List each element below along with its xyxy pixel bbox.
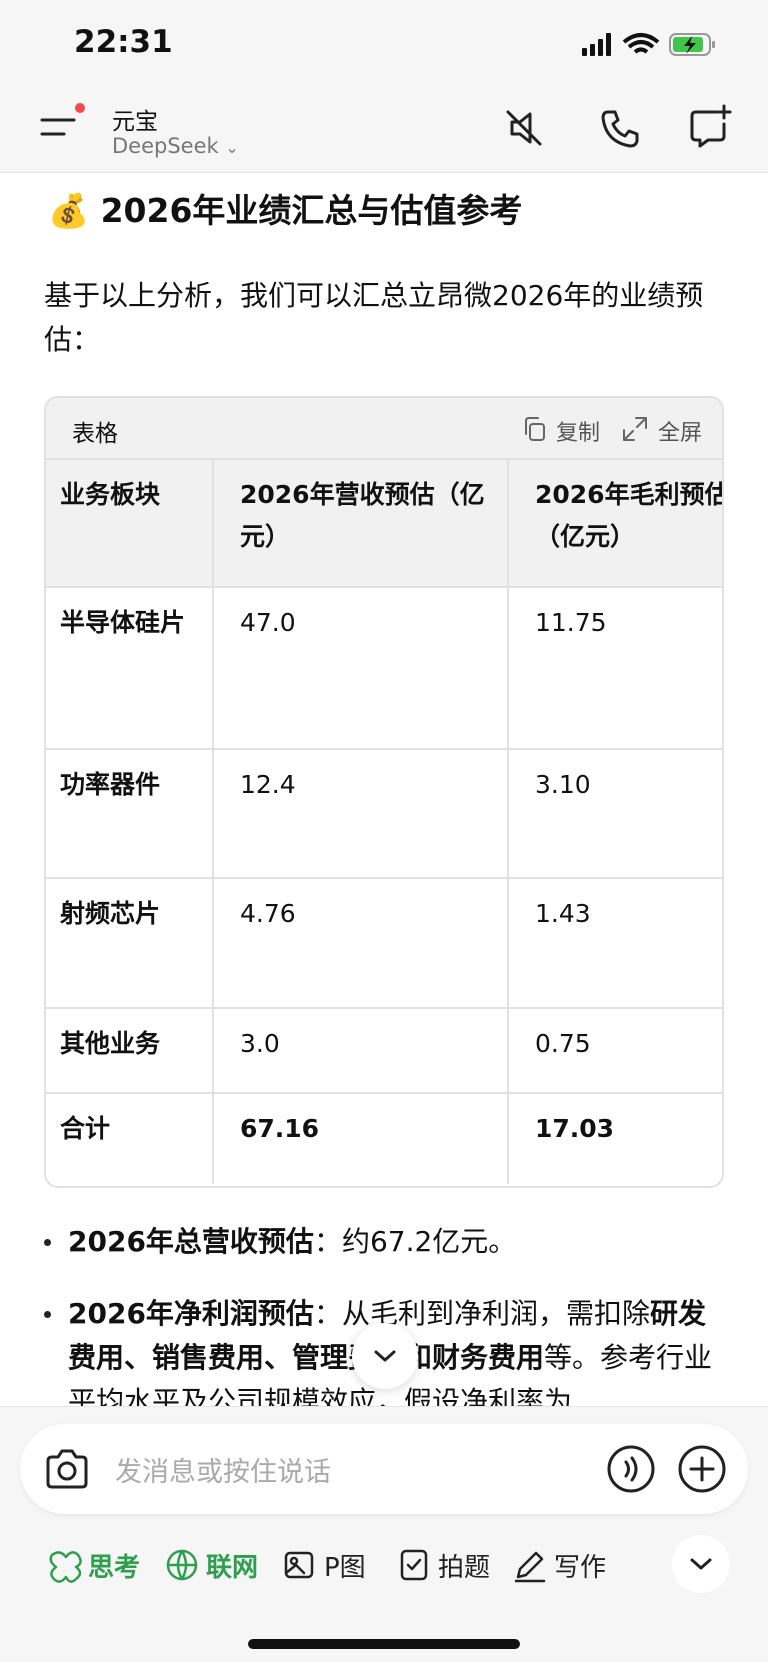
toolbar-label: 联网 bbox=[206, 1552, 259, 1583]
expand-toolbar-button[interactable] bbox=[672, 1535, 730, 1593]
bullet-segment: 2026年总营收预估 bbox=[68, 1225, 314, 1258]
bullet-text: 2026年净利润预估：从毛利到净利润，需扣除研发费用、销售费用、管理费用和财务费… bbox=[68, 1292, 724, 1406]
toolbar-label: 写作 bbox=[554, 1552, 607, 1583]
call-button[interactable] bbox=[598, 106, 642, 150]
chat-content: 💰 2026年业绩汇总与估值参考 基于以上分析，我们可以汇总立昂微2026年的业… bbox=[0, 174, 768, 1406]
bullet-segment: 等。参考行业平均水平及公司规模效应，假设净利率为 bbox=[68, 1341, 713, 1406]
table-cell: 3.10 bbox=[509, 750, 722, 879]
toolbar-icon bbox=[514, 1551, 546, 1583]
header-cell: 2026年营收预估（亿元） bbox=[214, 460, 509, 588]
table-cell: 半导体硅片 bbox=[46, 588, 214, 750]
toolbar-icon bbox=[49, 1551, 82, 1583]
scroll-down-button[interactable] bbox=[352, 1323, 418, 1389]
table-cell: 合计 bbox=[46, 1094, 214, 1184]
header-cell: 业务板块 bbox=[46, 460, 214, 588]
top-bar: 22:31 元宝 DeepSeek ⌄ bbox=[0, 0, 768, 173]
toolbar-button[interactable]: 写作 bbox=[512, 1543, 606, 1587]
bullet-text: 2026年总营收预估：约67.2亿元。 bbox=[68, 1220, 724, 1264]
table-cell: 12.4 bbox=[214, 750, 509, 879]
copy-icon bbox=[525, 417, 545, 441]
table-cell: 0.75 bbox=[509, 1009, 722, 1094]
status-icons bbox=[582, 33, 715, 56]
camera-button[interactable] bbox=[44, 1447, 90, 1491]
table-toolbar: 表格 复制 全屏 bbox=[46, 398, 722, 460]
table-cell: 4.76 bbox=[214, 879, 509, 1009]
bullet-segment: 研发费用、销售费用、管理费用和财务费用 bbox=[68, 1297, 706, 1374]
toolbar: 思考 联网 P图 拍题 写作 bbox=[0, 1407, 768, 1607]
toolbar-button[interactable]: 联网 bbox=[164, 1543, 258, 1587]
bullet-dot bbox=[44, 1311, 51, 1318]
bullet-segment: ：约67.2亿元。 bbox=[313, 1225, 517, 1258]
chevron-icon bbox=[374, 1350, 396, 1362]
input-area: 发消息或按住说话 思考 联网 P图 拍题 写作 bbox=[0, 1406, 768, 1662]
bullet-segment: 2026年净利润预估 bbox=[68, 1297, 314, 1330]
chevron-icon bbox=[690, 1558, 712, 1570]
toolbar-label: P图 bbox=[324, 1552, 366, 1583]
input-box[interactable]: 发消息或按住说话 bbox=[20, 1424, 748, 1514]
home-indicator bbox=[248, 1639, 520, 1649]
fullscreen-icon bbox=[623, 417, 647, 441]
toolbar-icon bbox=[284, 1551, 314, 1579]
chat-title: 元宝 bbox=[112, 109, 158, 135]
fullscreen-button[interactable]: 全屏 bbox=[658, 421, 703, 446]
intro-text: 基于以上分析，我们可以汇总立昂微2026年的业绩预估： bbox=[44, 279, 704, 356]
section-title: 💰 2026年业绩汇总与估值参考 bbox=[48, 191, 523, 230]
add-button[interactable] bbox=[678, 1445, 726, 1493]
toolbar-button[interactable]: P图 bbox=[282, 1543, 366, 1587]
header-cell: 2026年毛利预估（亿元） bbox=[509, 460, 722, 588]
new-chat-button[interactable] bbox=[686, 104, 732, 150]
model-name: DeepSeek bbox=[112, 134, 219, 158]
mute-button[interactable] bbox=[502, 106, 546, 150]
toolbar-icon bbox=[400, 1549, 428, 1581]
status-time: 22:31 bbox=[74, 24, 173, 60]
model-selector[interactable]: DeepSeek ⌄ bbox=[112, 134, 239, 158]
table-cell: 17.03 bbox=[509, 1094, 722, 1184]
toolbar-button[interactable]: 拍题 bbox=[396, 1543, 490, 1587]
toolbar-label: 思考 bbox=[88, 1552, 141, 1583]
data-table: 表格 复制 全屏 业务板块 2026年营收预估（亿元） 2026年毛利预估（亿元） 半… bbox=[44, 396, 724, 1188]
table-cell: 67.16 bbox=[214, 1094, 509, 1184]
toolbar-icon bbox=[166, 1549, 198, 1581]
toolbar-button[interactable]: 思考 bbox=[46, 1543, 140, 1587]
table-cell: 1.43 bbox=[509, 879, 722, 1009]
menu-button[interactable] bbox=[38, 100, 88, 144]
toolbar-label: 拍题 bbox=[438, 1552, 491, 1583]
table-cell: 47.0 bbox=[214, 588, 509, 750]
voice-button[interactable] bbox=[607, 1445, 655, 1493]
table-cell: 射频芯片 bbox=[46, 879, 214, 1009]
copy-button[interactable]: 复制 bbox=[556, 421, 601, 446]
table-cell: 功率器件 bbox=[46, 750, 214, 879]
table-cell: 3.0 bbox=[214, 1009, 509, 1094]
table-cell: 其他业务 bbox=[46, 1009, 214, 1094]
table-cell: 11.75 bbox=[509, 588, 722, 750]
input-placeholder: 发消息或按住说话 bbox=[115, 1457, 331, 1488]
table-label: 表格 bbox=[72, 421, 118, 447]
bullet-segment: ：从毛利到净利润，需扣除 bbox=[313, 1297, 650, 1330]
bullet-dot bbox=[44, 1239, 51, 1246]
